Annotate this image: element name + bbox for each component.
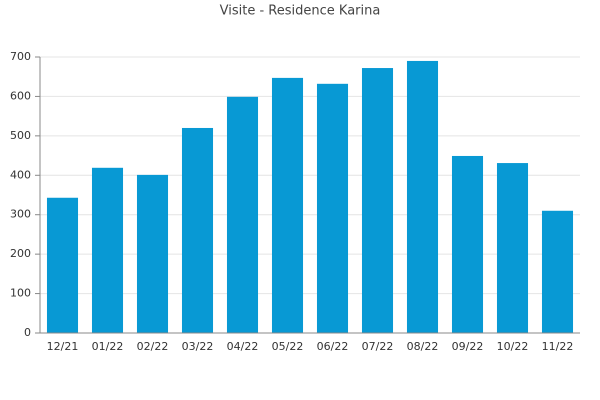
bar [136, 174, 169, 333]
x-tick-label: 08/22 [407, 340, 439, 353]
chart-title: Visite - Residence Karina [220, 4, 381, 19]
x-tick-label: 04/22 [227, 340, 259, 353]
bar [46, 197, 79, 333]
x-tick-label: 02/22 [137, 340, 169, 353]
bar [541, 210, 574, 333]
bar [91, 167, 124, 333]
bar [496, 163, 529, 333]
bar [361, 68, 394, 333]
bar [406, 60, 439, 333]
x-tick-label: 01/22 [92, 340, 124, 353]
y-tick-label: 500 [10, 129, 31, 142]
y-tick-label: 400 [10, 168, 31, 181]
y-tick-label: 100 [10, 287, 31, 300]
y-tick-label: 600 [10, 89, 31, 102]
y-tick-label: 700 [10, 50, 31, 63]
bar [226, 96, 259, 333]
bar [316, 83, 349, 333]
bar [181, 127, 214, 333]
x-tick-label: 07/22 [362, 340, 394, 353]
x-tick-label: 03/22 [182, 340, 214, 353]
x-tick-label: 05/22 [272, 340, 304, 353]
x-tick-label: 12/21 [47, 340, 79, 353]
y-tick-label: 0 [24, 326, 31, 339]
x-tick-label: 06/22 [317, 340, 349, 353]
x-tick-label: 10/22 [497, 340, 529, 353]
x-tick-label: 11/22 [542, 340, 574, 353]
x-tick-label: 09/22 [452, 340, 484, 353]
bar [451, 155, 484, 333]
y-tick-label: 200 [10, 247, 31, 260]
y-tick-label: 300 [10, 208, 31, 221]
bar [271, 77, 304, 333]
